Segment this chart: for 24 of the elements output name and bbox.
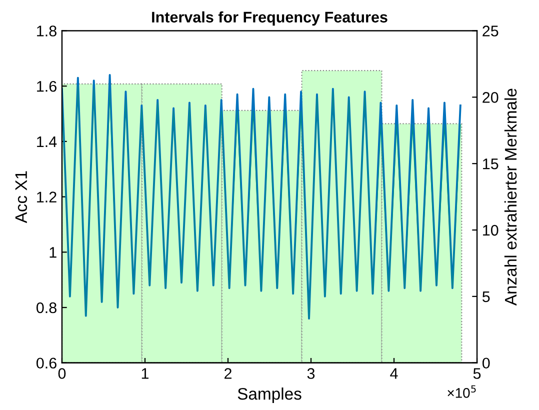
y-tick-label: 1.4 bbox=[37, 136, 57, 147]
x-tick-label: 4 bbox=[390, 368, 398, 379]
text: ×10$^{5}$ bbox=[448, 385, 476, 398]
chart-title: Intervals for Frequency Features bbox=[152, 11, 388, 26]
x-tick-label: 0 bbox=[58, 368, 66, 379]
x-tick-label: 3 bbox=[307, 368, 315, 379]
x-axis-title: Samples bbox=[238, 388, 302, 404]
y-axis-title: Acc X1 bbox=[15, 171, 28, 224]
x-tick-label: 5 bbox=[473, 368, 481, 379]
y2-tick-label: 0 bbox=[482, 358, 490, 369]
y-tick-label: 1.8 bbox=[37, 26, 56, 36]
y2-tick-label: 10 bbox=[483, 224, 498, 236]
y-tick-label: 1.6 bbox=[37, 80, 56, 92]
x-tick-label: 1 bbox=[142, 368, 148, 379]
y-tick-label: 1 bbox=[50, 247, 56, 258]
x-tick-label: 2 bbox=[224, 368, 232, 379]
y-tick-label: 0.6 bbox=[36, 358, 56, 369]
y-tick-label: 0.8 bbox=[36, 302, 56, 314]
y2-tick-label: 5 bbox=[482, 291, 490, 302]
y-tick-label: 1.2 bbox=[37, 192, 56, 202]
y2-tick-label: 20 bbox=[482, 92, 498, 103]
y2-tick-label: 25 bbox=[482, 26, 498, 36]
y2-tick-label: 15 bbox=[483, 158, 498, 170]
y2-axis-title: Anzahl extrahierter Merkmale bbox=[504, 88, 517, 306]
